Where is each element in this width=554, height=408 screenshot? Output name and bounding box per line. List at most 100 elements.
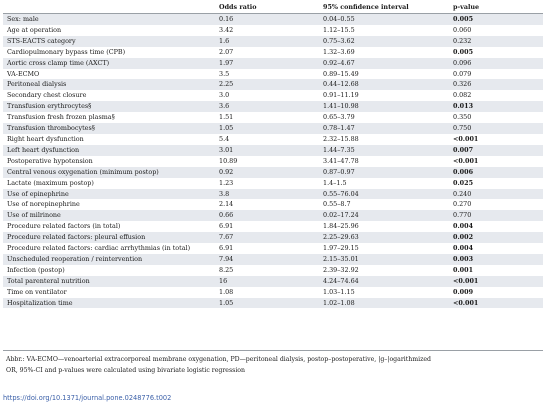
table-row: Peritoneal dialysis 2.25 0.44–12.68 0.326 [3,79,543,91]
table-row: Total parenteral nutrition 16 4.24–74.64 <0… [3,275,543,287]
table-row: VA-ECMO 3.5 0.89–15.49 0.079 [3,68,543,80]
table-row: Use of norepinephrine 2.14 0.55–8.7 0.270 [3,199,543,211]
cell-variable: Transfusion fresh frozen plasma§ [3,112,215,124]
cell-odds-ratio: 0.16 [215,13,319,25]
cell-confidence-interval: 1.03–1.15 [319,286,449,298]
cell-odds-ratio: 1.23 [215,177,319,189]
table-row: Hospitalization time 1.05 1.02–1.08 <0.001 [3,297,543,309]
cell-variable: Unscheduled reoperation / reintervention [3,253,215,265]
cell-confidence-interval: 0.75–3.62 [319,35,449,47]
cell-p-value: 0.006 [449,166,543,178]
cell-odds-ratio: 10.89 [215,155,319,167]
cell-p-value: 0.005 [449,13,543,25]
cell-variable: Cardiopulmonary bypass time (CPB) [3,46,215,58]
cell-confidence-interval: 2.32–15.88 [319,133,449,145]
cell-p-value: <0.001 [449,133,543,145]
cell-p-value: 0.003 [449,253,543,265]
cell-p-value: 0.350 [449,112,543,124]
table-row: Secondary chest closure 3.0 0.91–11.19 0.08… [3,90,543,102]
table-row: Use of epinephrine 3.8 0.55–76.04 0.240 [3,188,543,200]
cell-confidence-interval: 0.55–76.04 [319,188,449,200]
table-body: Sex: male 0.16 0.04–0.55 0.005 Age at operat… [3,13,543,309]
cell-p-value: 0.082 [449,90,543,102]
table-row: Sex: male 0.16 0.04–0.55 0.005 [3,13,543,25]
cell-confidence-interval: 1.12–15.5 [319,24,449,36]
cell-confidence-interval: 0.04–0.55 [319,13,449,25]
cell-variable: Right heart dysfunction [3,133,215,145]
table-row: Time on ventilator 1.08 1.03–1.15 0.009 [3,286,543,298]
cell-p-value: 0.326 [449,79,543,91]
cell-variable: Procedure related factors (in total) [3,221,215,233]
cell-confidence-interval: 0.55–8.7 [319,199,449,211]
cell-odds-ratio: 6.91 [215,221,319,233]
cell-confidence-interval: 1.32–3.69 [319,46,449,58]
table-row: Transfusion thrombocytes§ 1.05 0.78–1.47 0.… [3,123,543,134]
cell-variable: Transfusion thrombocytes§ [3,123,215,134]
cell-variable: Secondary chest closure [3,90,215,102]
table-row: STS-EACTS category 1.6 0.75–3.62 0.232 [3,35,543,47]
table-row: Postoperative hypotension 10.89 3.41–47.78… [3,155,543,167]
table-row: Left heart dysfunction 3.01 1.44–7.35 0.007 [3,144,543,156]
footnote-method: OR, 95%-CI and p-values were calculated … [6,367,246,374]
cell-odds-ratio: 0.92 [215,166,319,178]
table-row: Central venous oxygenation (minimum post… [3,166,543,178]
cell-p-value: 0.270 [449,199,543,211]
cell-odds-ratio: 2.14 [215,199,319,211]
cell-odds-ratio: 3.42 [215,24,319,36]
cell-confidence-interval: 2.25–29.63 [319,232,449,244]
cell-confidence-interval: 1.84–25.96 [319,221,449,233]
header-variable [3,1,215,14]
cell-p-value: 0.025 [449,177,543,189]
cell-variable: Transfusion erythrocytes§ [3,101,215,113]
cell-p-value: 0.002 [449,232,543,244]
cell-p-value: <0.001 [449,155,543,167]
cell-odds-ratio: 1.51 [215,112,319,124]
table-header-row: Odds ratio 95% confidence interval p-val… [3,1,543,14]
cell-confidence-interval: 1.44–7.35 [319,144,449,156]
table-row: Use of milrinone 0.66 0.02–17.24 0.770 [3,210,543,222]
cell-confidence-interval: 3.41–47.78 [319,155,449,167]
header-confidence-interval: 95% confidence interval [319,1,449,14]
cell-odds-ratio: 6.91 [215,243,319,254]
cell-variable: Infection (postop) [3,264,215,276]
cell-p-value: 0.004 [449,243,543,254]
doi-link[interactable]: https://doi.org/10.1371/journal.pone.024… [3,394,172,402]
cell-odds-ratio: 7.67 [215,232,319,244]
cell-odds-ratio: 16 [215,275,319,287]
cell-confidence-interval: 1.41–10.98 [319,101,449,113]
table-row: Procedure related factors: cardiac arrhy… [3,243,543,254]
cell-odds-ratio: 3.0 [215,90,319,102]
cell-p-value: 0.001 [449,264,543,276]
cell-odds-ratio: 0.66 [215,210,319,222]
table-row: Unscheduled reoperation / reintervention… [3,253,543,265]
table-row: Transfusion erythrocytes§ 3.6 1.41–10.98 0.… [3,101,543,113]
cell-p-value: 0.009 [449,286,543,298]
cell-confidence-interval: 0.78–1.47 [319,123,449,134]
cell-variable: Use of epinephrine [3,188,215,200]
table-row: Aortic cross clamp time (AXCT) 1.97 0.92–4… [3,57,543,69]
cell-odds-ratio: 3.5 [215,68,319,80]
header-p-value: p-value [449,1,543,14]
odds-ratio-table: Odds ratio 95% confidence interval p-val… [3,1,543,309]
table-row: Procedure related factors: pleural effus… [3,232,543,244]
cell-odds-ratio: 1.97 [215,57,319,69]
cell-confidence-interval: 0.65–3.79 [319,112,449,124]
cell-odds-ratio: 1.05 [215,123,319,134]
cell-variable: Total parenteral nutrition [3,275,215,287]
cell-p-value: <0.001 [449,275,543,287]
cell-variable: Left heart dysfunction [3,144,215,156]
cell-p-value: <0.001 [449,297,543,309]
cell-odds-ratio: 1.05 [215,297,319,309]
table-row: Infection (postop) 8.25 2.39–32.92 0.001 [3,264,543,276]
cell-odds-ratio: 1.6 [215,35,319,47]
table-row: Right heart dysfunction 5.4 2.32–15.88 <0.0… [3,133,543,145]
cell-odds-ratio: 5.4 [215,133,319,145]
cell-odds-ratio: 3.8 [215,188,319,200]
table-footnote: Abbr.: VA-ECMO—venoarterial extracorpore… [6,354,546,376]
cell-confidence-interval: 2.39–32.92 [319,264,449,276]
cell-variable: Central venous oxygenation (minimum post… [3,166,215,178]
cell-confidence-interval: 1.4–1.5 [319,177,449,189]
table-row: Transfusion fresh frozen plasma§ 1.51 0.65… [3,112,543,124]
footnote-divider [3,350,543,351]
